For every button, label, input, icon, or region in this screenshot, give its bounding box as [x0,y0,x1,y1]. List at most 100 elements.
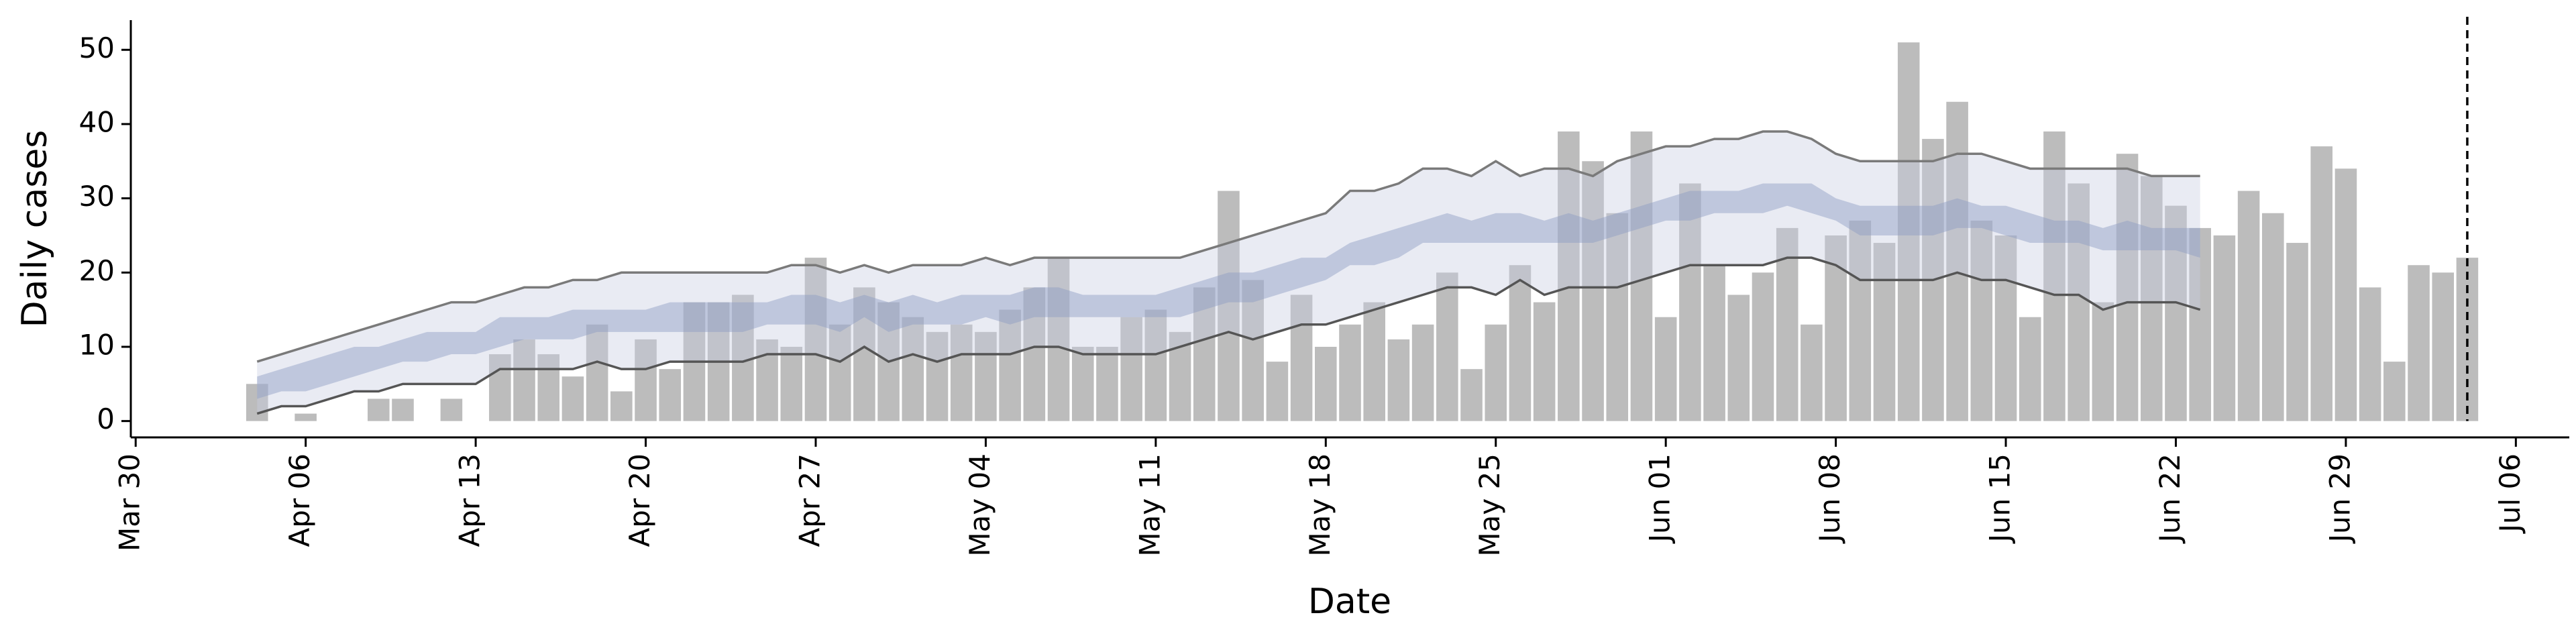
bar [902,317,924,421]
line [256,130,2200,363]
x-tick-label: May 11 [1133,453,1166,557]
bar [635,339,657,421]
bar [1047,258,1070,421]
bar [1144,309,1167,421]
y-tick-label: 20 [79,254,115,287]
x-tick-label: May 04 [963,453,996,557]
x-tick-label: May 25 [1473,453,1506,557]
bar [2068,183,2090,421]
bar [853,287,875,421]
bar [1411,324,1434,421]
bar [1994,235,2017,421]
bar [1970,220,1993,421]
y-tick-label: 40 [79,105,115,138]
bar [1120,317,1142,421]
bar [828,324,851,421]
x-tick-label: Apr 06 [283,453,316,547]
bar [1630,131,1653,421]
bar [1460,369,1483,421]
bar [246,384,268,421]
bar [1727,294,1750,421]
bar [1339,324,1361,421]
bar [1897,42,1920,421]
bar [1654,317,1677,421]
bar [2310,146,2332,421]
bar [2140,176,2163,421]
bar [1218,191,1240,421]
bar [780,346,803,421]
bar [1315,346,1337,421]
bar [2092,302,2114,421]
bar [926,331,949,421]
bar [440,398,463,421]
bar [1266,362,1289,421]
bar [1096,346,1118,421]
bar [561,376,584,421]
bar [732,294,754,421]
bar [586,324,608,421]
bar [2237,191,2260,421]
interval-band [257,183,2200,399]
line [256,256,2201,415]
bar [1290,294,1313,421]
x-tick-label: Jun 29 [2323,453,2356,544]
x-tick-label: Jun 22 [2153,453,2186,544]
bar [1679,183,1701,421]
bar [1752,272,1774,421]
bar [1387,339,1410,421]
bar [2359,287,2381,421]
bar [1485,324,1507,421]
envelope [257,131,2200,414]
x-tick-label: Jun 08 [1813,453,1846,544]
x-tick-label: Apr 13 [453,453,486,547]
bar [2262,213,2284,421]
bar [950,324,973,421]
x-tick-label: May 18 [1303,453,1336,557]
bar [537,354,560,421]
bar [1606,213,1629,421]
bar [2286,243,2308,421]
bar [2334,168,2357,421]
bar [975,331,997,421]
bar [2189,227,2211,421]
x-tick-label: Jun 15 [1984,453,2017,544]
y-tick-label: 10 [79,328,115,361]
x-tick-label: Apr 27 [793,453,826,547]
y-axis-label: Daily cases [15,130,55,328]
x-tick-label: Mar 30 [113,453,146,551]
bar [1849,220,1872,421]
bar [2116,154,2139,421]
bar [804,258,827,421]
bar [999,309,1021,421]
x-tick-label: Apr 20 [623,453,656,547]
x-tick-label: Jun 01 [1644,453,1676,544]
bar [513,339,535,421]
bar [489,354,511,421]
bar [2408,265,2430,421]
bar [294,413,317,421]
x-tick-label: Jul 06 [2493,453,2526,534]
x-axis-label: Date [1308,582,1391,622]
bar [1436,272,1458,421]
bar [1509,265,1532,421]
y-tick-label: 0 [97,402,115,435]
bar [2383,362,2406,421]
bar [2213,235,2236,421]
bar [1193,287,1216,421]
bar [1533,302,1556,421]
bar [1703,265,1725,421]
bar [392,398,414,421]
bar [2043,131,2065,421]
bar [2019,317,2041,421]
bar [610,391,633,421]
bar [659,369,682,421]
y-tick-label: 30 [79,180,115,213]
bar [756,339,778,421]
bar [1582,161,1604,421]
y-tick-label: 50 [79,32,115,64]
bar [368,398,390,421]
bar [1801,324,1823,421]
bar [1558,131,1580,421]
bar [1873,243,1896,421]
